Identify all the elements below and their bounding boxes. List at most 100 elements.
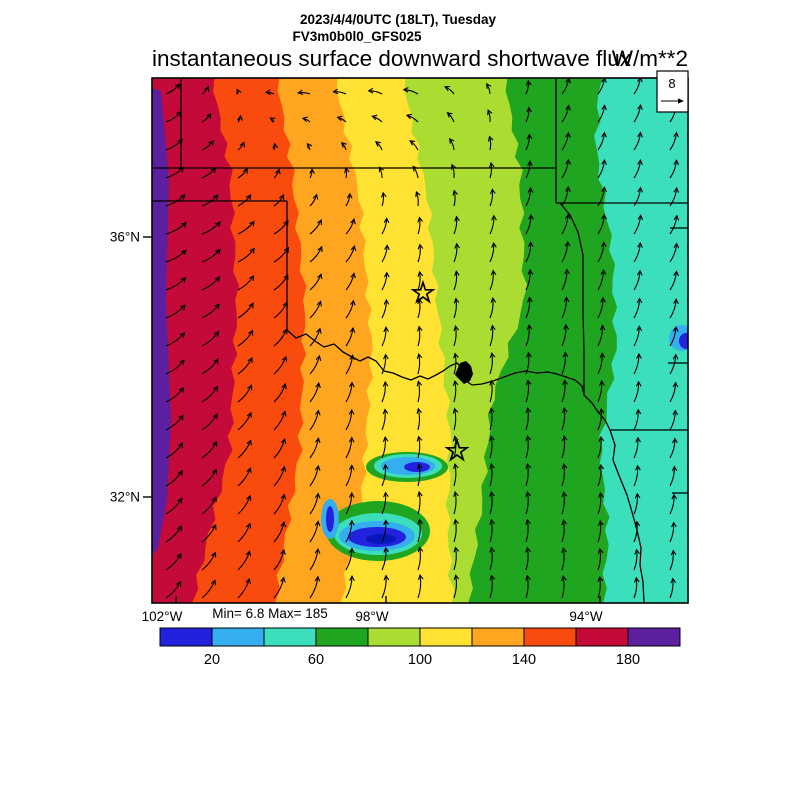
wind-arrow — [525, 380, 530, 403]
wind-arrow — [165, 442, 184, 459]
wind-arrowhead — [636, 297, 643, 304]
wind-arrowhead — [242, 167, 248, 174]
wind-arrow — [669, 438, 676, 459]
wind-arrow — [561, 159, 569, 179]
wind-arrowhead — [280, 465, 287, 472]
wind-arrow — [597, 214, 605, 235]
wind-arrowhead — [417, 216, 424, 223]
lake-texoma — [455, 361, 473, 384]
wind-arrowhead — [637, 159, 643, 166]
wind-arrow — [165, 332, 185, 347]
wind-arrow — [633, 381, 640, 403]
wind-arrow — [633, 465, 639, 487]
wind-arrow — [669, 578, 674, 599]
wind-arrow — [633, 132, 642, 151]
wind-arrow — [309, 493, 319, 515]
wind-arrow — [345, 576, 353, 599]
wind-arrowhead — [316, 327, 322, 334]
wind-arrowhead — [374, 141, 381, 147]
wind-arrowhead — [416, 352, 423, 360]
wind-arrowhead — [306, 142, 313, 149]
wind-arrowhead — [486, 82, 492, 89]
lon-tick-label: 102°W — [142, 609, 183, 624]
colorbar-cell — [575, 627, 629, 647]
wind-arrow — [309, 301, 322, 319]
wind-arrowhead — [490, 324, 496, 331]
wind-arrow — [345, 409, 353, 431]
wind-arrow — [525, 435, 529, 459]
wind-arrow — [273, 356, 287, 375]
wind-arrow — [453, 491, 457, 515]
wind-arrow — [561, 132, 570, 151]
wind-arrowhead — [561, 547, 567, 554]
wind-arrowhead — [636, 269, 643, 276]
wind-arrowhead — [383, 353, 389, 360]
wind-arrowhead — [349, 519, 355, 526]
wind-arrow — [561, 78, 570, 95]
texas-arkansas-border — [583, 394, 611, 431]
wind-arrowhead — [280, 438, 287, 445]
wind-arrowhead — [215, 248, 221, 255]
wind-arrowhead — [452, 189, 459, 196]
lat-tick-label: 32°N — [110, 490, 140, 505]
wind-arrowhead — [561, 463, 568, 470]
wind-arrow — [309, 355, 320, 375]
wind-arrow — [489, 491, 493, 515]
wind-arrow — [165, 166, 184, 179]
wind-arrowhead — [280, 548, 286, 555]
wind-arrow — [597, 520, 602, 543]
wind-arrow — [237, 578, 250, 599]
wind-arrowhead — [489, 574, 496, 581]
wind-arrow — [201, 331, 219, 347]
wind-arrowhead — [314, 575, 321, 582]
wind-arrow — [345, 273, 355, 291]
contour-band — [152, 78, 240, 603]
wind-arrowhead — [525, 462, 532, 469]
wind-arrow — [489, 380, 493, 403]
wind-arrow — [561, 241, 569, 263]
wind-arrowhead — [564, 240, 571, 247]
wind-arrowhead — [597, 575, 604, 582]
oklahoma-arkansas-border — [559, 202, 585, 395]
wind-arrowhead — [179, 331, 186, 338]
model-label: FV3m0b0l0_GFS025 — [292, 29, 422, 44]
axis-ticks-layer — [143, 236, 601, 603]
wind-arrow — [561, 380, 566, 403]
wind-arrowhead — [417, 270, 424, 277]
wind-arrow — [201, 303, 220, 319]
wind-arrow — [417, 408, 421, 431]
wind-arrowhead — [562, 351, 569, 358]
wind-arrowhead — [670, 577, 677, 584]
wind-arrowhead — [453, 325, 460, 332]
wind-arrow — [561, 105, 570, 123]
wind-arrow — [273, 194, 284, 207]
wind-arrow — [381, 547, 387, 571]
wind-arrow — [525, 325, 530, 347]
wind-arrow — [597, 353, 603, 375]
wind-arrow — [165, 111, 182, 123]
wind-arrow — [165, 387, 184, 403]
wind-arrowhead — [212, 385, 218, 392]
wind-arrow — [669, 354, 677, 375]
wind-arrowhead — [565, 104, 572, 111]
wind-arrowhead — [526, 324, 533, 331]
wind-arrowhead — [281, 410, 287, 417]
wind-arrow — [453, 353, 457, 375]
wind-arrowhead — [454, 242, 460, 249]
wind-arrow — [525, 214, 532, 235]
wind-arrow — [309, 246, 323, 263]
wind-arrowhead — [378, 166, 384, 173]
wind-arrowhead — [383, 546, 389, 553]
wind-arrowhead — [176, 580, 182, 587]
wind-arrow — [237, 357, 253, 375]
wind-arrowhead — [281, 355, 288, 362]
wind-arrow — [201, 249, 221, 263]
wind-arrowhead — [383, 271, 390, 278]
wind-arrow — [237, 440, 252, 459]
wind-arrow — [273, 549, 285, 571]
wind-arrow — [309, 549, 319, 571]
wind-arrow — [561, 269, 568, 291]
wind-arrowhead — [245, 522, 252, 529]
wind-arrowhead — [561, 435, 568, 442]
wind-arrow — [561, 464, 565, 487]
